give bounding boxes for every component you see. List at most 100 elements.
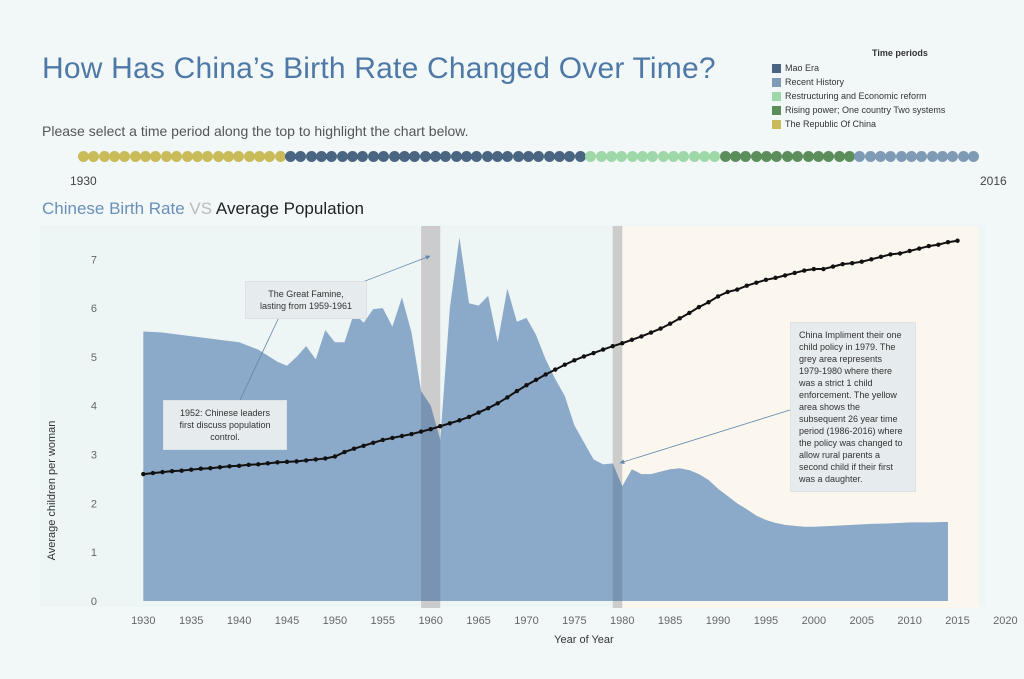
population-point[interactable] <box>265 461 271 466</box>
population-point[interactable] <box>773 275 778 281</box>
timeline-dot[interactable] <box>585 151 597 162</box>
population-point[interactable] <box>485 405 491 411</box>
timeline-dot[interactable] <box>802 151 814 162</box>
population-point[interactable] <box>303 458 309 463</box>
population-point[interactable] <box>811 266 817 272</box>
timeline-dot[interactable] <box>357 151 369 162</box>
timeline-dot[interactable] <box>160 151 172 162</box>
legend-item-mao-era[interactable]: Mao Era <box>772 62 819 74</box>
population-point[interactable] <box>495 401 500 406</box>
timeline-dot[interactable] <box>181 151 193 162</box>
population-point[interactable] <box>897 251 903 256</box>
population-point[interactable] <box>926 243 931 249</box>
timeline-dot[interactable] <box>419 151 431 162</box>
timeline-dot[interactable] <box>812 151 824 162</box>
legend-item-recent-history[interactable]: Recent History <box>772 76 844 88</box>
population-point[interactable] <box>715 294 721 299</box>
population-point[interactable] <box>236 463 242 468</box>
birth-rate-area[interactable] <box>143 237 948 601</box>
timeline-dot[interactable] <box>388 151 400 162</box>
timeline-dot[interactable] <box>222 151 234 162</box>
timeline-dot[interactable] <box>895 151 907 162</box>
timeline-dot[interactable] <box>98 151 110 162</box>
population-point[interactable] <box>208 466 213 471</box>
timeline-dot[interactable] <box>636 151 648 162</box>
timeline-dot[interactable] <box>750 151 762 162</box>
timeline-dot[interactable] <box>885 151 897 162</box>
population-point[interactable] <box>179 468 184 473</box>
population-point[interactable] <box>840 261 845 267</box>
population-point[interactable] <box>217 465 223 470</box>
population-point[interactable] <box>600 347 606 352</box>
population-point[interactable] <box>275 460 280 465</box>
population-point[interactable] <box>466 414 472 420</box>
timeline-dot[interactable] <box>730 151 742 162</box>
population-point[interactable] <box>917 246 922 251</box>
timeline-dot[interactable] <box>574 151 586 162</box>
population-point[interactable] <box>639 334 644 339</box>
timeline-dot[interactable] <box>367 151 379 162</box>
timeline-dot[interactable] <box>523 151 535 162</box>
population-point[interactable] <box>629 337 635 343</box>
timeline-dot[interactable] <box>626 151 638 162</box>
population-point[interactable] <box>399 433 405 439</box>
timeline-dot[interactable] <box>605 151 617 162</box>
population-point[interactable] <box>907 248 912 254</box>
timeline-dot[interactable] <box>740 151 752 162</box>
timeline-dot[interactable] <box>336 151 348 162</box>
population-point[interactable] <box>371 440 376 446</box>
population-point[interactable] <box>505 395 510 400</box>
population-point[interactable] <box>141 471 146 477</box>
population-point[interactable] <box>342 449 347 455</box>
timeline-dot[interactable] <box>233 151 245 162</box>
population-point[interactable] <box>409 431 414 437</box>
population-point[interactable] <box>744 283 749 288</box>
timeline-dot[interactable] <box>129 151 141 162</box>
timeline-dot[interactable] <box>285 151 296 162</box>
timeline-dot[interactable] <box>347 151 359 162</box>
population-point[interactable] <box>418 429 424 434</box>
timeline-dot[interactable] <box>688 151 700 162</box>
population-point[interactable] <box>198 466 203 471</box>
timeline-dot[interactable] <box>202 151 214 162</box>
timeline-dot[interactable] <box>533 151 545 162</box>
population-point[interactable] <box>591 350 596 356</box>
population-point[interactable] <box>284 459 290 465</box>
timeline-dot[interactable] <box>481 151 493 162</box>
timeline-dot[interactable] <box>440 151 452 162</box>
timeline-dot[interactable] <box>512 151 524 162</box>
legend-item-restructuring[interactable]: Restructuring and Economic reform <box>772 90 927 102</box>
timeline-dot[interactable] <box>305 151 317 162</box>
timeline-dot[interactable] <box>140 151 152 162</box>
population-point[interactable] <box>476 410 481 415</box>
legend-item-rising-power[interactable]: Rising power; One country Two systems <box>772 104 945 116</box>
timeline-dot[interactable] <box>109 151 121 162</box>
timeline-dot[interactable] <box>916 151 928 162</box>
population-point[interactable] <box>667 321 673 326</box>
timeline-dot[interactable] <box>150 151 162 162</box>
timeline-dot[interactable] <box>699 151 710 162</box>
timeline-dot[interactable] <box>957 151 969 162</box>
timeline-dot[interactable] <box>171 151 183 162</box>
timeline-dot[interactable] <box>460 151 472 162</box>
population-point[interactable] <box>428 426 433 432</box>
population-point[interactable] <box>696 304 702 310</box>
population-point[interactable] <box>706 300 711 305</box>
population-point[interactable] <box>782 273 788 278</box>
timeline-dot[interactable] <box>316 151 328 162</box>
population-point[interactable] <box>955 238 960 243</box>
timeline-dot[interactable] <box>657 151 669 162</box>
timeline-dot[interactable] <box>378 151 390 162</box>
population-point[interactable] <box>256 462 261 467</box>
timeline-dot[interactable] <box>191 151 203 162</box>
timeline-dot[interactable] <box>947 151 959 162</box>
timeline-dot[interactable] <box>771 151 783 162</box>
timeline-dot[interactable] <box>781 151 793 162</box>
population-point[interactable] <box>562 362 567 367</box>
timeline-dot[interactable] <box>823 151 835 162</box>
population-point[interactable] <box>160 469 165 475</box>
timeline-dot[interactable] <box>678 151 690 162</box>
population-point[interactable] <box>735 287 740 292</box>
timeline-dot[interactable] <box>243 151 255 162</box>
population-point[interactable] <box>620 341 625 346</box>
